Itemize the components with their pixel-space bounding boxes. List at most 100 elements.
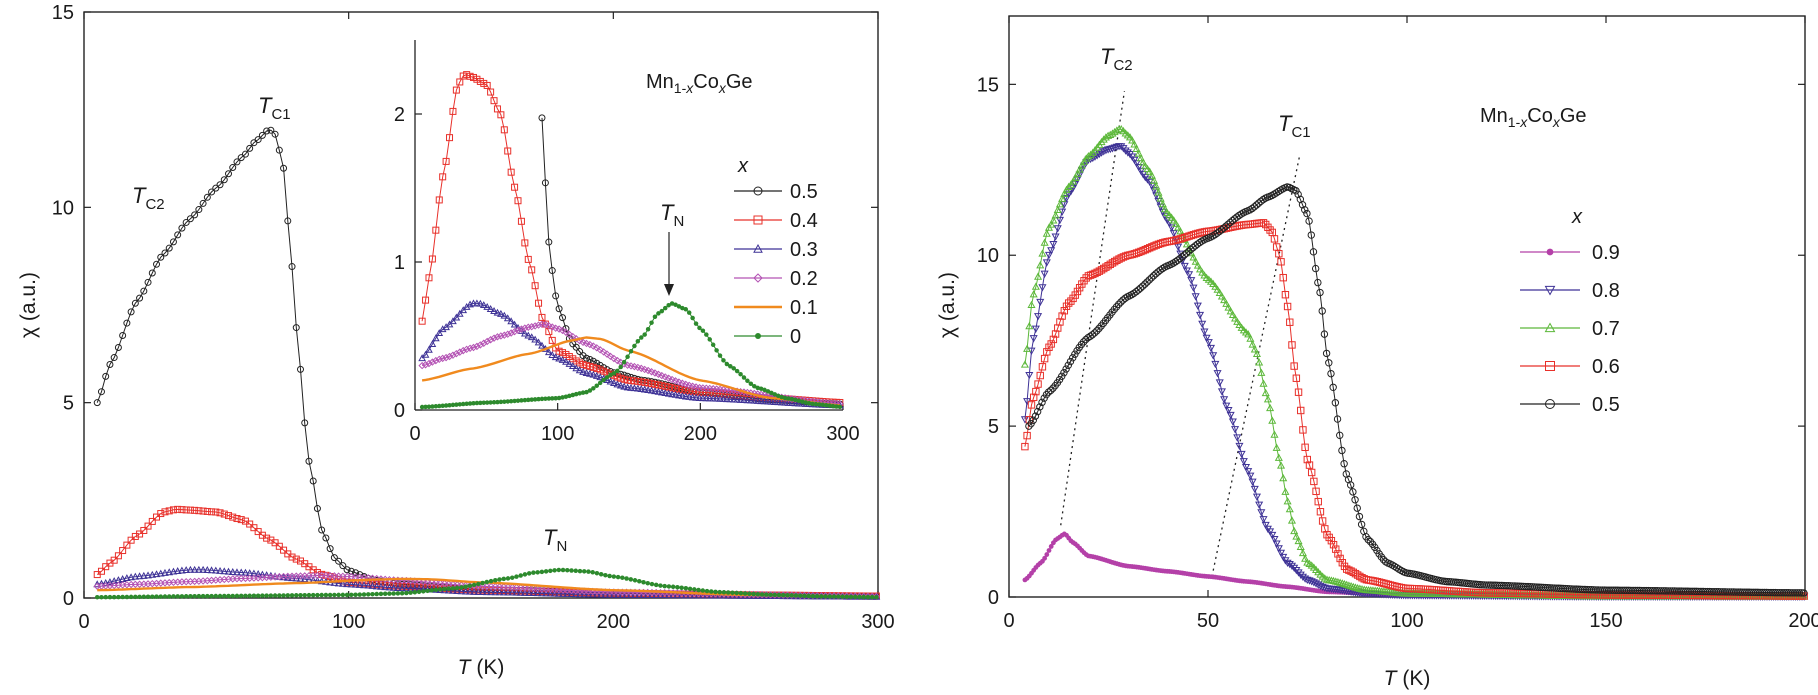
left-point-0 bbox=[99, 594, 104, 600]
right-point-0_8 bbox=[1206, 344, 1216, 353]
right-point-0_7 bbox=[1274, 453, 1283, 461]
inset-point-0_3 bbox=[623, 383, 632, 391]
right-point-0_8 bbox=[1257, 509, 1266, 517]
right-point-0_7 bbox=[1171, 219, 1181, 227]
inset-point-0_4 bbox=[446, 134, 454, 142]
left-point-0 bbox=[230, 593, 235, 599]
right-point-0_7 bbox=[1036, 261, 1045, 269]
right-point-0_7 bbox=[1349, 582, 1358, 590]
left-point-0 bbox=[742, 591, 748, 596]
right-point-0_7 bbox=[1064, 182, 1073, 190]
left-point-0_3 bbox=[385, 583, 394, 591]
left-point-0 bbox=[539, 569, 545, 575]
right-point-0_7 bbox=[1150, 176, 1159, 184]
left-point-0 bbox=[154, 594, 159, 599]
right-point-0_8 bbox=[1237, 450, 1246, 459]
inset-point-0 bbox=[639, 335, 644, 340]
inset-point-0_2 bbox=[428, 358, 437, 366]
left-point-0_3 bbox=[495, 588, 504, 596]
inset-point-0_2 bbox=[572, 335, 580, 343]
inset-point-0_3 bbox=[521, 329, 529, 337]
inset-point-0 bbox=[615, 368, 620, 374]
inset-point-0 bbox=[765, 389, 771, 394]
right-point-0_5 bbox=[1250, 203, 1259, 211]
right-point-0_9 bbox=[1046, 548, 1052, 553]
inset-point-0 bbox=[529, 397, 534, 402]
inset-point-0 bbox=[799, 399, 805, 404]
right-point-0_6 bbox=[1023, 431, 1031, 440]
inset-legend-marker-3 bbox=[753, 273, 763, 283]
left-point-0_5 bbox=[140, 287, 148, 295]
right-point-0_5 bbox=[1121, 294, 1129, 302]
left-point-0 bbox=[692, 587, 697, 592]
right-xtick-label-2: 100 bbox=[1390, 610, 1423, 632]
inset-point-0 bbox=[430, 404, 435, 409]
right-point-0_5 bbox=[1307, 231, 1315, 239]
left-point-0_3 bbox=[178, 566, 186, 574]
left-point-0_3 bbox=[364, 581, 373, 589]
left-point-0 bbox=[213, 593, 219, 599]
inset-point-0_3 bbox=[558, 355, 567, 363]
left-point-0_5 bbox=[275, 146, 283, 154]
inset-point-0_2 bbox=[527, 323, 536, 331]
left-point-0 bbox=[848, 594, 854, 600]
right-point-0_7 bbox=[1287, 516, 1297, 524]
right-point-0_7 bbox=[1226, 307, 1235, 315]
right-point-0_8 bbox=[1047, 247, 1056, 255]
left-point-0_5 bbox=[203, 193, 211, 201]
inset-point-0_3 bbox=[551, 353, 560, 361]
right-point-0_6 bbox=[1034, 380, 1042, 388]
inset-point-0_3 bbox=[675, 391, 683, 399]
inset-point-0_2 bbox=[425, 359, 433, 368]
right-point-0_7 bbox=[1276, 461, 1286, 469]
left-point-0 bbox=[700, 588, 706, 593]
right-point-0_8 bbox=[1106, 145, 1115, 154]
inset-point-0 bbox=[721, 358, 726, 363]
inset-point-0_2 bbox=[497, 332, 505, 340]
right-point-0_7 bbox=[1244, 330, 1253, 338]
right-point-0_8 bbox=[1248, 478, 1257, 486]
right-point-0_7 bbox=[1084, 152, 1093, 160]
inset-point-0 bbox=[440, 403, 445, 409]
left-point-0_4 bbox=[237, 516, 245, 524]
left-point-0_3 bbox=[148, 570, 157, 578]
left-point-0 bbox=[260, 593, 265, 598]
right-point-0_5 bbox=[1331, 399, 1340, 407]
left-point-0_3 bbox=[453, 587, 462, 595]
left-point-0_3 bbox=[474, 588, 483, 595]
right-point-0_7 bbox=[1285, 504, 1294, 513]
right-point-0_6 bbox=[1290, 362, 1298, 370]
left-point-0_3 bbox=[355, 580, 364, 588]
left-point-0_3 bbox=[156, 569, 165, 577]
left-point-0 bbox=[336, 592, 341, 598]
inset-point-0_4 bbox=[418, 317, 426, 325]
right-legend-marker-2 bbox=[1544, 322, 1556, 333]
inset-point-0 bbox=[745, 378, 750, 384]
right-point-0_5 bbox=[1215, 227, 1224, 236]
inset-point-0_2 bbox=[565, 330, 574, 339]
right-point-0_5 bbox=[1292, 187, 1300, 195]
right-point-0_8 bbox=[1123, 149, 1132, 157]
right-point-0_5 bbox=[1029, 416, 1037, 424]
right-point-0_8 bbox=[1296, 571, 1305, 579]
right-point-0_8 bbox=[1209, 352, 1218, 360]
right-point-0_5 bbox=[1114, 300, 1123, 309]
right-point-0_7 bbox=[1257, 368, 1266, 376]
left-point-0_3 bbox=[106, 578, 114, 586]
inset-point-0_4 bbox=[548, 336, 556, 344]
left-point-0 bbox=[226, 593, 231, 599]
right-point-0_7 bbox=[1292, 532, 1301, 540]
inset-point-0 bbox=[762, 387, 767, 393]
inset-point-0 bbox=[731, 366, 736, 371]
left-point-0_3 bbox=[211, 566, 220, 574]
left-point-0_5 bbox=[178, 224, 186, 232]
right-point-0_8 bbox=[1034, 313, 1043, 321]
left-point-0_4 bbox=[140, 526, 148, 534]
right-point-0_6 bbox=[1318, 517, 1327, 525]
inset-point-0_3 bbox=[678, 392, 687, 399]
right-line-0_6 bbox=[1024, 222, 1805, 597]
left-point-0_3 bbox=[190, 565, 199, 573]
inset-point-0_3 bbox=[531, 335, 539, 343]
right-point-0_7 bbox=[1211, 282, 1220, 290]
